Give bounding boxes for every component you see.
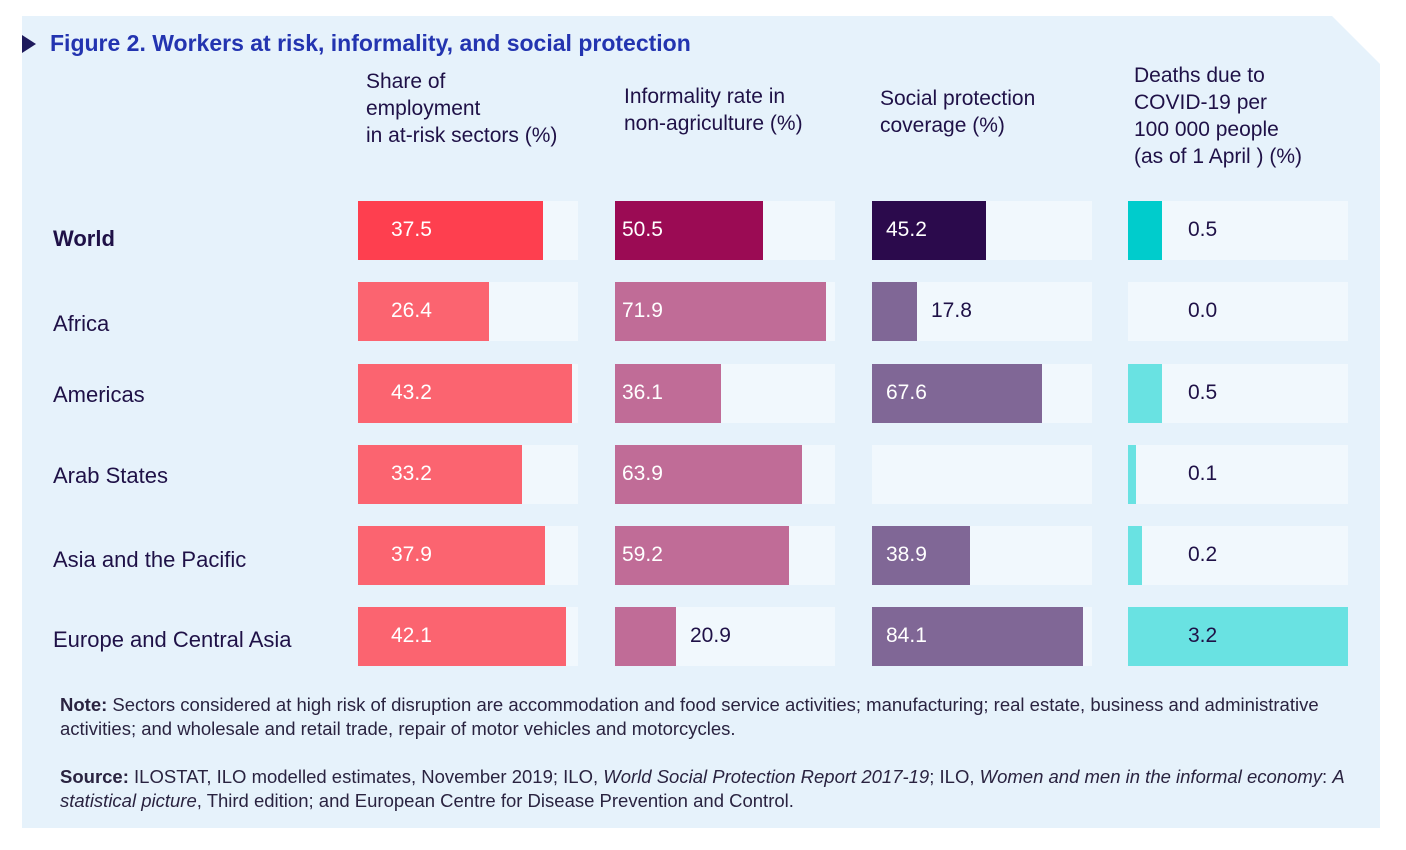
bar <box>358 445 522 504</box>
bar-track: 59.2 <box>615 526 835 585</box>
value-label: 0.2 <box>1188 543 1218 566</box>
bar <box>615 445 802 504</box>
bar-track: 0.5 <box>1128 364 1348 423</box>
bar-track: 45.2 <box>872 201 1092 260</box>
value-label: 0.1 <box>1188 462 1218 485</box>
value-label: 33.2 <box>391 462 432 485</box>
bar-track: 50.5 <box>615 201 835 260</box>
bar <box>358 364 572 423</box>
value-label: 37.5 <box>391 218 432 241</box>
bar-track: 33.2 <box>358 445 578 504</box>
value-label: 59.2 <box>622 543 663 566</box>
bar <box>872 201 986 260</box>
row-label-world: World <box>53 226 115 251</box>
source-part3: : <box>1322 766 1328 787</box>
column-header-3: Social protection coverage (%) <box>880 87 1036 137</box>
source-part4: , Third edition; and European Centre for… <box>196 790 794 811</box>
bar-track: 26.4 <box>358 282 578 341</box>
note-text: Note: Sectors considered at high risk of… <box>60 693 1360 741</box>
row-label-arab-states: Arab States <box>53 463 168 488</box>
row-label-europe-and-central-asia: Europe and Central Asia <box>53 627 292 652</box>
bar-track: 0.1 <box>1128 445 1348 504</box>
bar <box>1128 445 1136 504</box>
value-label: 38.9 <box>886 543 927 566</box>
value-label: 43.2 <box>391 381 432 404</box>
bar <box>872 364 1042 423</box>
bar <box>615 607 676 666</box>
bar-track: 20.9 <box>615 607 835 666</box>
bar <box>1128 607 1348 666</box>
source-ital2: Women and men in the informal economy <box>979 766 1323 787</box>
bar-track: 36.1 <box>615 364 835 423</box>
bar <box>1128 364 1162 423</box>
value-label: 20.9 <box>690 624 731 647</box>
column-header-4: Deaths due to COVID-19 per 100 000 peopl… <box>1134 64 1303 168</box>
value-label: 0.0 <box>1188 299 1218 322</box>
value-label: 42.1 <box>391 624 432 647</box>
note-label: Note: <box>60 694 108 715</box>
bar-track: 37.5 <box>358 201 578 260</box>
bar <box>358 201 543 260</box>
column-header-1: Share of employment in at-risk sectors (… <box>366 70 558 147</box>
figure-title-row: Figure 2. Workers at risk, informality, … <box>22 30 691 57</box>
bar-track: 84.1 <box>872 607 1092 666</box>
source-part2: ; ILO, <box>929 766 975 787</box>
source-ital3: A statistical picture <box>60 766 1344 811</box>
bar-track: 71.9 <box>615 282 835 341</box>
bar-track <box>872 445 1092 504</box>
value-label: 3.2 <box>1188 624 1218 647</box>
value-label: 36.1 <box>622 381 663 404</box>
bar-track: 0.0 <box>1128 282 1348 341</box>
value-label: 63.9 <box>622 462 663 485</box>
source-part1: ILOSTAT, ILO modelled estimates, Novembe… <box>134 766 599 787</box>
value-label: 45.2 <box>886 218 927 241</box>
bar <box>615 526 789 585</box>
value-label: 0.5 <box>1188 218 1218 241</box>
bar <box>872 526 970 585</box>
bar-track: 43.2 <box>358 364 578 423</box>
value-label: 84.1 <box>886 624 927 647</box>
row-label-asia-and-the-pacific: Asia and the Pacific <box>53 547 247 572</box>
bar-track: 0.5 <box>1128 201 1348 260</box>
bar-track: 38.9 <box>872 526 1092 585</box>
bar <box>615 364 721 423</box>
triangle-icon <box>22 34 36 53</box>
bar-track: 3.2 <box>1128 607 1348 666</box>
value-label: 67.6 <box>886 381 927 404</box>
source-text: Source: ILOSTAT, ILO modelled estimates,… <box>60 765 1360 813</box>
row-label-americas: Americas <box>53 382 145 407</box>
value-label: 17.8 <box>931 299 972 322</box>
row-label-africa: Africa <box>53 311 110 336</box>
bar-track: 0.2 <box>1128 526 1348 585</box>
value-label: 71.9 <box>622 299 663 322</box>
bar <box>615 282 826 341</box>
source-ital1: World Social Protection Report 2017-19 <box>603 766 930 787</box>
bar <box>358 282 489 341</box>
bar-track: 63.9 <box>615 445 835 504</box>
bar-track: 42.1 <box>358 607 578 666</box>
column-header-2: Informality rate in non-agriculture (%) <box>624 85 803 135</box>
bar-track: 37.9 <box>358 526 578 585</box>
value-label: 26.4 <box>391 299 432 322</box>
value-label: 37.9 <box>391 543 432 566</box>
bar <box>615 201 763 260</box>
figure-title: Figure 2. Workers at risk, informality, … <box>50 30 691 56</box>
bar-track: 17.8 <box>872 282 1092 341</box>
value-label: 0.5 <box>1188 381 1218 404</box>
note-body: Sectors considered at high risk of disru… <box>60 694 1319 739</box>
bar <box>358 607 566 666</box>
bar <box>358 526 545 585</box>
value-label: 50.5 <box>622 218 663 241</box>
source-label: Source: <box>60 766 129 787</box>
bar <box>872 607 1083 666</box>
bar <box>1128 526 1142 585</box>
bar <box>872 282 917 341</box>
bar-track: 67.6 <box>872 364 1092 423</box>
bar <box>1128 201 1162 260</box>
